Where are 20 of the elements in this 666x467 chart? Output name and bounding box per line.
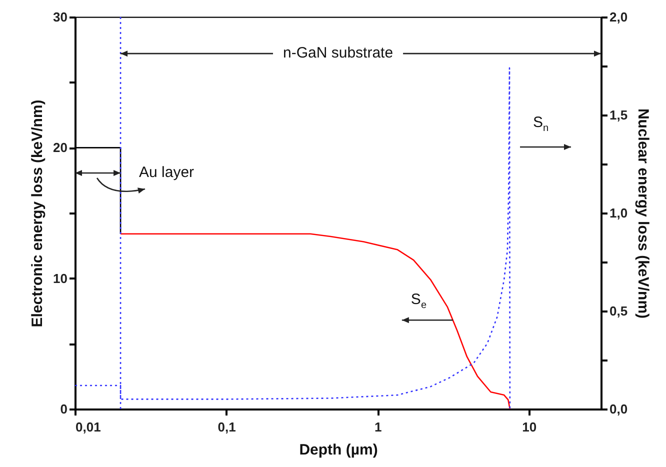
y2-tick-label: 2,0 xyxy=(610,10,628,24)
y2-tick-label: 0,5 xyxy=(610,304,628,318)
x-axis-title: Depth (µm) xyxy=(299,442,378,458)
y2-tick-label: 0,0 xyxy=(610,402,628,416)
y-tick-label: 10 xyxy=(53,270,68,286)
annotation: Au layer xyxy=(139,164,194,181)
y-tick-label: 20 xyxy=(53,140,68,156)
annotation: S$_{n}$ xyxy=(533,114,549,134)
x-tick-label: 0,01 xyxy=(76,420,101,434)
annotation: n-GaN substrate xyxy=(283,44,394,62)
x-tick-label: 10 xyxy=(522,420,537,434)
y2-tick-label: 1,0 xyxy=(610,206,628,220)
y-axis-title: Electronic energy loss (keV/nm) xyxy=(29,100,46,328)
y2-tick-label: 1,5 xyxy=(610,108,628,122)
y2-axis-title: Nuclear energy loss (keV/nm) xyxy=(634,108,652,319)
x-tick-label: 0,1 xyxy=(218,420,236,434)
y-tick-label: 0 xyxy=(60,402,68,416)
y-tick-label: 30 xyxy=(53,10,68,24)
annotation: S$_{e}$ xyxy=(410,291,427,312)
x-tick-label: 1 xyxy=(374,420,382,434)
